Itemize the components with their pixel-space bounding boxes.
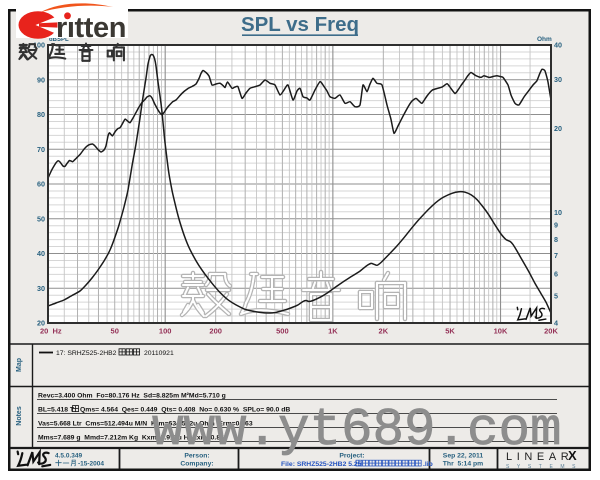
svg-text:dBSPL: dBSPL (49, 37, 69, 43)
svg-text:Thr 5:14 pm: Thr 5:14 pm (443, 461, 483, 468)
svg-text:SYSTEMS: SYSTEMS (506, 464, 583, 470)
svg-text:Person:: Person: (184, 453, 209, 460)
svg-text:10K: 10K (494, 327, 508, 336)
svg-text:Map: Map (16, 358, 23, 372)
svg-text:4: 4 (554, 319, 558, 328)
svg-text:.lib: .lib (423, 461, 433, 468)
svg-text:File: SRHZ525-2HB2 5.25: File: SRHZ525-2HB2 5.25 (281, 461, 362, 468)
svg-text:100: 100 (33, 41, 45, 50)
svg-text:500: 500 (276, 327, 289, 336)
svg-text:7: 7 (554, 251, 558, 260)
svg-text:Ohm: Ohm (537, 36, 552, 43)
svg-text:2K: 2K (379, 327, 389, 336)
svg-text:LINEAR: LINEAR (506, 451, 573, 463)
svg-text:70: 70 (37, 145, 45, 154)
svg-text:20: 20 (37, 319, 45, 328)
svg-text:20110921: 20110921 (144, 350, 174, 357)
svg-text:30: 30 (554, 75, 562, 84)
svg-text:60: 60 (37, 180, 45, 189)
svg-text:Qms= 4.564 Qes= 0.449 Qts= 0: Qms= 4.564 Qes= 0.449 Qts= 0.408 No= 0.6… (80, 407, 290, 414)
svg-text:40: 40 (554, 41, 562, 50)
svg-text:5K: 5K (445, 327, 455, 336)
svg-text:10: 10 (554, 208, 562, 217)
svg-text:Vas=5.668 Ltr Cms=512.494u M/: Vas=5.668 Ltr Cms=512.494u M/N Krm=634.5… (38, 421, 253, 428)
svg-text:6: 6 (554, 270, 558, 279)
svg-text:SPL vs Freq: SPL vs Freq (241, 13, 359, 36)
svg-text:Sep 22, 2011: Sep 22, 2011 (443, 453, 484, 460)
svg-text:Mms=7.689 g Mmd=7.212m Kg Kx: Mms=7.689 g Mmd=7.212m Kg Kxm=5.912u H E… (38, 435, 228, 442)
svg-text:80: 80 (37, 110, 45, 119)
svg-text:50: 50 (37, 214, 45, 223)
svg-text:-15-2004: -15-2004 (78, 461, 104, 468)
svg-text:Notes: Notes (16, 406, 23, 426)
svg-text:40: 40 (37, 249, 45, 258)
svg-text:20K: 20K (544, 327, 558, 336)
svg-text:50: 50 (111, 327, 119, 336)
svg-text:X: X (568, 448, 577, 463)
svg-text:5: 5 (554, 292, 558, 301)
svg-text:200: 200 (209, 327, 222, 336)
svg-text:8: 8 (554, 235, 558, 244)
svg-text:Project:: Project: (339, 453, 364, 460)
svg-text:17: SRHZ525-2HB2: 17: SRHZ525-2HB2 (56, 350, 117, 357)
svg-text:Company:: Company: (180, 461, 213, 468)
svg-text:9: 9 (554, 221, 558, 230)
svg-text:30: 30 (37, 284, 45, 293)
svg-text:90: 90 (37, 75, 45, 84)
svg-text:4.5.0.349: 4.5.0.349 (55, 453, 82, 460)
svg-text:www.yt689.com: www.yt689.com (152, 400, 562, 460)
svg-text:BL=5.418 T: BL=5.418 T (38, 407, 75, 414)
svg-text:20 Hz: 20 Hz (40, 327, 62, 336)
svg-text:1K: 1K (328, 327, 338, 336)
svg-text:Revc=3.400 Ohm Fo=80.176 Hz: Revc=3.400 Ohm Fo=80.176 Hz Sd=8.825m M²… (38, 393, 226, 400)
svg-text:100: 100 (159, 327, 172, 336)
svg-text:20: 20 (554, 124, 562, 133)
